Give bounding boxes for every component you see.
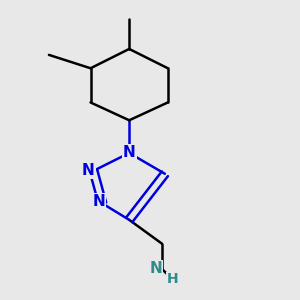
Text: N: N <box>92 194 105 208</box>
Text: N: N <box>82 163 94 178</box>
Text: N: N <box>123 146 136 160</box>
Text: N: N <box>150 261 162 276</box>
Text: H: H <box>167 272 178 286</box>
